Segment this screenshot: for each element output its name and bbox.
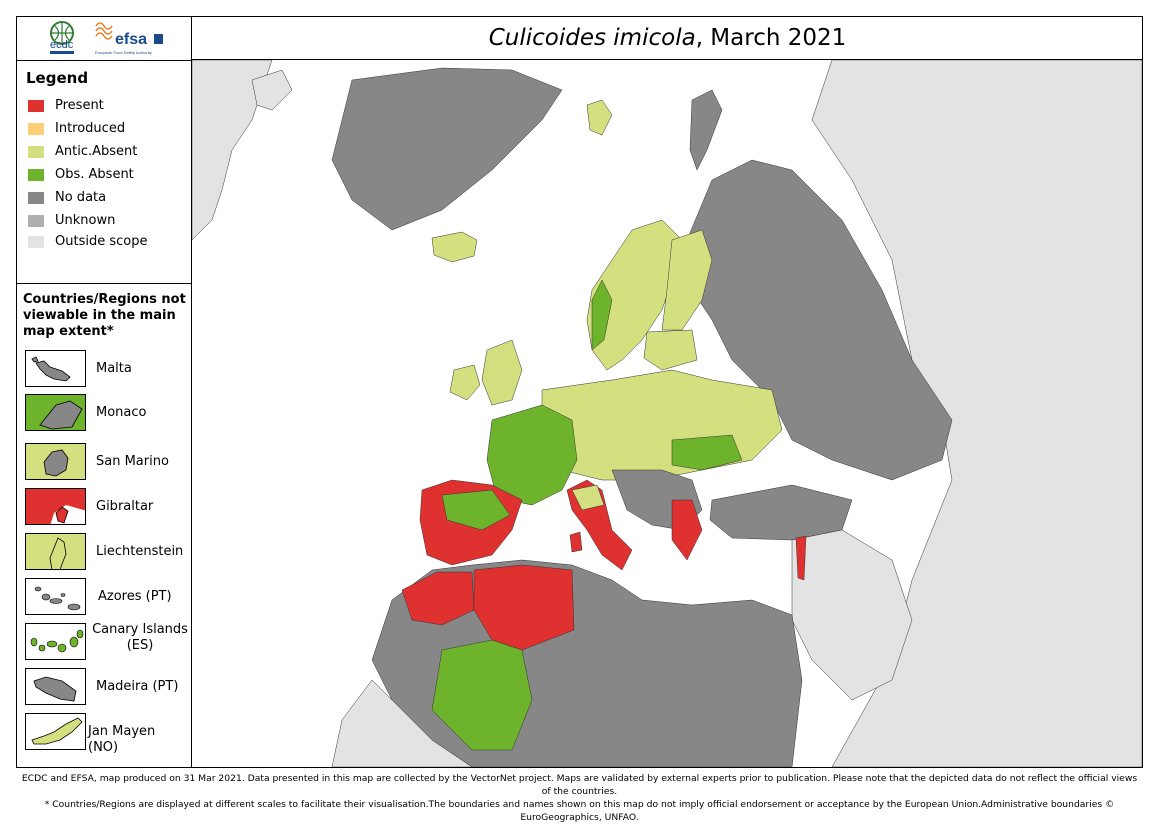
legend: Legend Present Introduced Antic.Absent O… [16,61,191,284]
efsa-logo: efsa European Food Safety Authority [95,22,163,55]
monaco-shape-icon [26,395,85,430]
inset-monaco [25,394,86,431]
europe-vector-map[interactable] [191,59,1143,768]
malta-shape-icon [31,356,71,382]
france [486,404,578,506]
legend-label: Antic.Absent [55,144,138,159]
footer-line-2: * Countries/Regions are displayed at dif… [44,799,1115,823]
legend-title: Legend [26,69,89,87]
legend-item-antic-absent: Antic.Absent [28,144,137,159]
legend-swatch [28,99,44,112]
canary-islands-shape-icon [30,629,84,653]
inset-madeira [25,668,86,705]
inset-san-marino [25,443,86,480]
map-title-species: Culicoides imicola [488,24,696,51]
northern-algeria [473,564,575,651]
gibraltar-shape-icon [26,489,85,524]
map-title-date: , March 2021 [695,24,847,51]
inset-liechtenstein [25,533,86,570]
legend-label: Introduced [55,121,126,136]
great-britain [481,339,523,406]
greenland [331,67,563,231]
sidebar: ecdc efsa European Food Safety Authority… [16,16,192,768]
inset-label-gibraltar: Gibraltar [96,499,154,514]
ecdc-logo-text: ecdc [50,39,74,51]
liechtenstein-shape-icon [26,534,85,569]
ecdc-logo: ecdc [50,21,74,54]
north-america [191,59,273,241]
inset-gibraltar [25,488,86,525]
iceland [431,231,478,263]
ireland [449,364,481,401]
extent-title: Countries/Regions not viewable in the ma… [23,292,186,339]
legend-item-obs-absent: Obs. Absent [28,167,134,182]
legend-label: Unknown [55,213,116,228]
efsa-logo-subtext: European Food Safety Authority [95,50,152,55]
legend-item-present: Present [28,98,104,113]
inset-label-azores: Azores (PT) [98,589,172,604]
greece [671,499,703,561]
legend-swatch [28,168,44,181]
inset-label-malta: Malta [96,361,132,376]
legend-item-outside-scope: Outside scope [28,234,147,249]
inset-label-monaco: Monaco [96,405,147,420]
jan-mayen-shape-icon [31,717,83,745]
legend-item-introduced: Introduced [28,121,125,136]
legend-swatch [28,214,44,227]
legend-item-unknown: Unknown [28,213,115,228]
inset-label-san-marino: San Marino [96,454,169,469]
inset-malta [25,350,86,387]
legend-label: No data [55,190,107,205]
footer: ECDC and EFSA, map produced on 31 Mar 20… [16,768,1143,823]
legend-label: Present [55,98,104,113]
madeira-shape-icon [33,676,77,702]
inset-azores [25,578,86,615]
map-area[interactable] [191,59,1143,768]
inset-jan-mayen [25,713,86,750]
legend-item-no-data: No data [28,190,106,205]
eastern-europe [686,159,953,481]
inset-canary-islands [25,623,86,660]
inset-label-canary-islands: Canary Islands (ES) [92,622,188,653]
legend-swatch [28,145,44,158]
inset-label-madeira: Madeira (PT) [96,679,179,694]
inset-label-jan-mayen: Jan Mayen (NO) [88,724,156,755]
map-frame [16,16,1143,768]
azores-shape-icon [34,586,81,611]
efsa-logo-text: efsa [115,31,147,48]
inset-label-liechtenstein: Liechtenstein [96,544,184,559]
svalbard [586,99,613,136]
map-title: Culicoides imicola, March 2021 [192,16,1143,60]
footer-line-1: ECDC and EFSA, map produced on 31 Mar 20… [21,773,1138,797]
agency-logos: ecdc efsa European Food Safety Authority [50,21,163,55]
legend-label: Obs. Absent [55,167,134,182]
southern-algeria [431,639,533,751]
legend-label: Outside scope [55,234,148,249]
logo-area: ecdc efsa European Food Safety Authority [16,16,191,61]
legend-swatch [28,122,44,135]
legend-swatch [28,235,44,248]
san-marino-shape-icon [26,444,85,479]
legend-swatch [28,191,44,204]
